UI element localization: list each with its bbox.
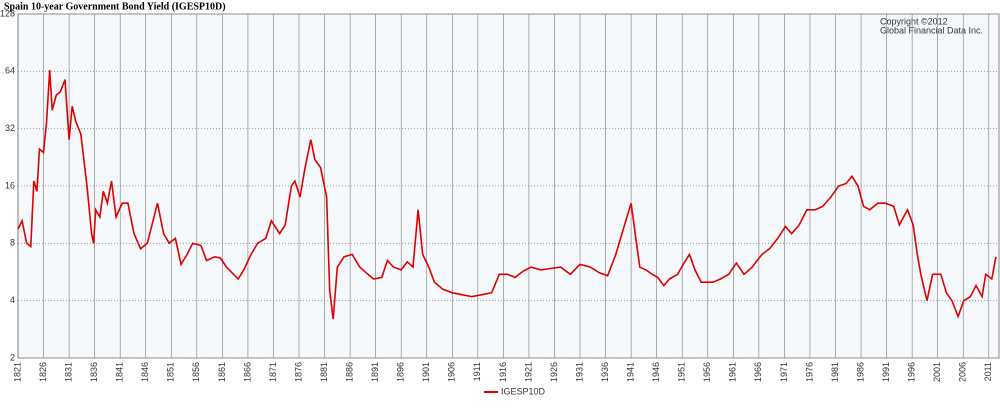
x-tick-label: 1836 bbox=[89, 362, 99, 382]
x-tick-label: 1891 bbox=[370, 362, 380, 382]
x-tick-label: 1991 bbox=[881, 362, 891, 382]
y-tick-label: 8 bbox=[10, 238, 15, 248]
y-tick-label: 32 bbox=[5, 123, 15, 133]
x-tick-label: 1911 bbox=[472, 362, 482, 381]
x-tick-label: 1871 bbox=[268, 362, 278, 382]
x-tick-label: 1931 bbox=[574, 362, 584, 382]
x-tick-label: 1881 bbox=[319, 362, 329, 382]
x-tick-label: 1851 bbox=[166, 362, 176, 382]
line bbox=[17, 70, 997, 320]
x-tick-label: 1826 bbox=[38, 362, 48, 382]
x-tick-label: 1821 bbox=[12, 362, 22, 382]
x-tick-label: 1926 bbox=[549, 362, 559, 382]
x-tick-label: 1996 bbox=[907, 362, 917, 382]
y-tick-label: 128 bbox=[0, 8, 15, 18]
x-tick-label: 1841 bbox=[115, 362, 125, 382]
x-tick-label: 1846 bbox=[140, 362, 150, 382]
x-tick-label: 1981 bbox=[830, 362, 840, 382]
legend-label: IGESP10D bbox=[501, 386, 546, 396]
x-tick-label: 1861 bbox=[217, 362, 227, 382]
x-tick-label: 2001 bbox=[932, 362, 942, 382]
x-tick-label: 1916 bbox=[498, 362, 508, 382]
x-tick-label: 1951 bbox=[677, 362, 687, 382]
x-tick-label: 1956 bbox=[702, 362, 712, 382]
x-tick-label: 1961 bbox=[728, 362, 738, 382]
annotation: Copyright ©2012 bbox=[880, 16, 948, 26]
x-tick-label: 2011 bbox=[983, 362, 993, 381]
x-tick-label: 2006 bbox=[958, 362, 968, 382]
y-tick-label: 16 bbox=[5, 180, 15, 190]
x-tick-label: 1976 bbox=[804, 362, 814, 382]
x-tick-label: 1986 bbox=[855, 362, 865, 382]
chart-title: Spain 10-year Government Bond Yield (IGE… bbox=[4, 1, 226, 12]
x-tick-label: 1856 bbox=[191, 362, 201, 382]
x-tick-label: 1946 bbox=[651, 362, 661, 382]
x-tick-label: 1831 bbox=[63, 362, 73, 382]
x-tick-label: 1971 bbox=[779, 362, 789, 382]
x-tick-label: 1896 bbox=[396, 362, 406, 382]
x-tick-label: 1941 bbox=[626, 362, 636, 382]
x-tick-label: 1886 bbox=[344, 362, 354, 382]
y-tick-label: 2 bbox=[10, 352, 15, 362]
annotation: Global Financial Data Inc. bbox=[880, 25, 983, 35]
x-tick-label: 1936 bbox=[600, 362, 610, 382]
x-tick-label: 1906 bbox=[447, 362, 457, 382]
x-tick-label: 1876 bbox=[293, 362, 303, 382]
x-tick-label: 1901 bbox=[421, 362, 431, 382]
x-tick-label: 1966 bbox=[753, 362, 763, 382]
y-tick-label: 4 bbox=[10, 295, 15, 305]
x-tick-label: 1866 bbox=[242, 362, 252, 382]
x-tick-label: 1921 bbox=[523, 362, 533, 382]
y-tick-label: 64 bbox=[5, 66, 15, 76]
